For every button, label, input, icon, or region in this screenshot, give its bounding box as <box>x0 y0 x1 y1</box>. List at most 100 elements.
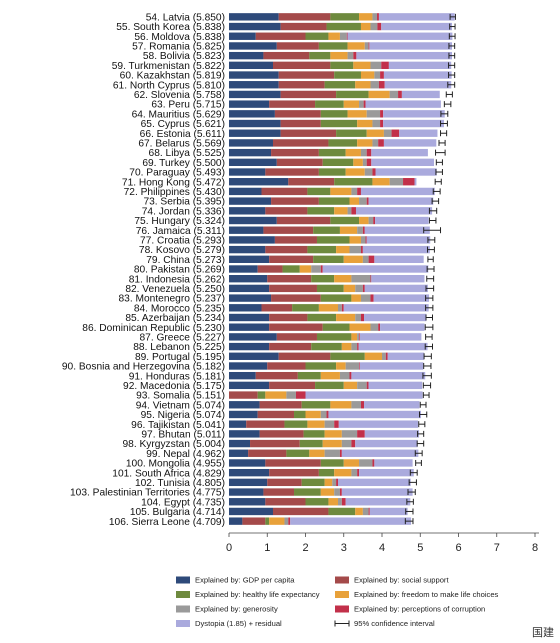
bar-segment-7-row-2 <box>381 22 452 31</box>
ci-marker-row-20 <box>431 198 440 205</box>
ci-marker-row-4 <box>448 42 456 49</box>
bar-segment-3-row-47 <box>320 459 344 467</box>
bar-segment-5-row-47 <box>359 459 373 467</box>
bar-segment-3-row-30 <box>320 294 352 302</box>
x-tick-label-5: 5 <box>417 542 423 554</box>
bar-segment-4-row-50 <box>320 488 335 496</box>
legend-ci-marker <box>334 620 350 627</box>
bar-segment-7-row-38 <box>351 371 426 380</box>
bar-segment-7-row-49 <box>338 478 411 487</box>
bar-segment-1-row-43 <box>229 420 247 428</box>
bar-segment-5-row-12 <box>372 119 381 128</box>
bar-segment-6-row-17 <box>372 168 376 176</box>
bar-segment-1-row-28 <box>229 275 268 283</box>
bar-segment-7-row-10 <box>365 100 441 108</box>
bar-segment-3-row-29 <box>316 284 344 293</box>
ci-marker-row-18 <box>434 178 442 185</box>
bar-segment-2-row-53 <box>242 517 266 525</box>
bar-segment-2-row-10 <box>269 100 316 108</box>
bar-segment-2-row-19 <box>261 187 308 196</box>
ci-marker-row-12 <box>440 120 448 127</box>
bar-segment-4-row-12 <box>357 119 373 128</box>
bar-segment-6-row-36 <box>385 352 388 360</box>
x-tick-label-3: 3 <box>341 542 347 554</box>
bar-segment-6-row-6 <box>381 61 389 70</box>
bar-segment-2-row-24 <box>274 236 317 244</box>
bar-segment-2-row-3 <box>255 32 306 40</box>
bar-segment-5-row-42 <box>320 410 327 419</box>
bar-segment-1-row-46 <box>229 449 249 457</box>
bar-segment-2-row-36 <box>278 352 331 360</box>
bar-segment-3-row-41 <box>301 401 331 409</box>
bar-segment-3-row-20 <box>318 197 350 205</box>
category-label-row-21: 74. Jordan (5.336) <box>142 206 225 217</box>
category-label-row-22: 75. Hungary (5.324) <box>134 216 225 227</box>
ci-marker-row-11 <box>440 110 449 117</box>
bar-segment-1-row-18 <box>229 178 289 186</box>
bar-segment-7-row-31 <box>343 304 429 312</box>
category-label-row-8: 61. North Cyprus (5.810) <box>113 80 225 91</box>
bar-segment-1-row-50 <box>229 488 264 496</box>
bar-segment-3-row-51 <box>305 498 329 506</box>
ci-marker-row-32 <box>425 314 433 321</box>
bar-segment-6-row-2 <box>377 22 382 31</box>
bar-segment-2-row-21 <box>265 207 308 215</box>
bar-segment-6-row-39 <box>366 381 369 390</box>
watermark: 国建 <box>532 626 554 639</box>
bar-segment-1-row-31 <box>229 304 262 312</box>
bar-segment-5-row-36 <box>382 352 386 360</box>
category-label-row-47: 100. Mongolia (4.955) <box>126 459 225 470</box>
bar-segment-6-row-12 <box>380 119 384 128</box>
ci-marker-row-16 <box>435 159 443 166</box>
bar-segment-4-row-19 <box>330 187 352 196</box>
bar-segment-2-row-30 <box>271 294 321 302</box>
bar-segment-3-row-24 <box>316 236 350 244</box>
bar-segment-4-row-37 <box>336 362 346 370</box>
bar-segment-4-row-27 <box>299 265 312 273</box>
legend-swatch-7 <box>176 620 190 627</box>
category-label-row-17: 70. Paraguay (5.493) <box>129 168 225 179</box>
category-label-row-38: 91. Honduras (5.181) <box>129 371 225 382</box>
ci-marker-row-6 <box>448 62 456 69</box>
bar-segment-4-row-40 <box>265 391 287 399</box>
bar-segment-4-row-35 <box>341 342 352 351</box>
bar-segment-6-row-30 <box>370 294 374 302</box>
category-label-row-11: 64. Mauritius (5.629) <box>132 109 225 120</box>
bar-segment-3-row-53 <box>265 517 270 525</box>
ci-marker-row-41 <box>419 401 427 408</box>
bar-segment-4-row-20 <box>349 197 360 205</box>
bar-segment-3-row-52 <box>328 507 356 516</box>
bar-segment-5-row-40 <box>286 391 296 399</box>
ci-marker-row-1 <box>449 13 456 20</box>
bar-segment-3-row-9 <box>336 90 369 99</box>
bar-segment-7-row-4 <box>369 42 452 50</box>
ci-marker-row-15 <box>435 149 446 156</box>
bar-segment-7-row-46 <box>341 449 419 457</box>
bar-segment-2-row-48 <box>269 468 319 477</box>
bar-segment-1-row-6 <box>229 61 273 70</box>
bar-segment-2-row-6 <box>272 61 331 70</box>
bar-segment-1-row-1 <box>229 13 279 21</box>
bar-segment-4-row-52 <box>355 507 363 516</box>
bar-segment-1-row-23 <box>229 226 264 234</box>
bar-segment-3-row-44 <box>303 430 325 438</box>
bar-segment-7-row-44 <box>364 430 420 438</box>
legend-label-4: Explained by: freedom to make life choic… <box>354 590 499 599</box>
legend-swatch-1 <box>176 576 190 584</box>
bar-segment-3-row-16 <box>322 158 354 167</box>
bar-segment-4-row-6 <box>353 61 371 70</box>
bar-segment-4-row-24 <box>349 236 361 244</box>
bar-segment-2-row-32 <box>269 313 308 322</box>
bar-segment-1-row-11 <box>229 110 275 118</box>
bar-segment-7-row-34 <box>359 333 422 341</box>
bar-segment-6-row-34 <box>359 333 360 341</box>
bar-segment-1-row-30 <box>229 294 272 302</box>
bar-segment-2-row-12 <box>280 119 321 128</box>
bar-segment-3-row-50 <box>294 488 321 496</box>
ci-marker-row-37 <box>423 362 432 369</box>
bar-segment-6-row-51 <box>341 498 346 506</box>
bar-segment-7-row-43 <box>338 420 418 428</box>
ci-marker-row-3 <box>448 33 456 40</box>
bar-segment-6-row-1 <box>377 13 379 21</box>
bar-segment-4-row-25 <box>336 245 350 254</box>
